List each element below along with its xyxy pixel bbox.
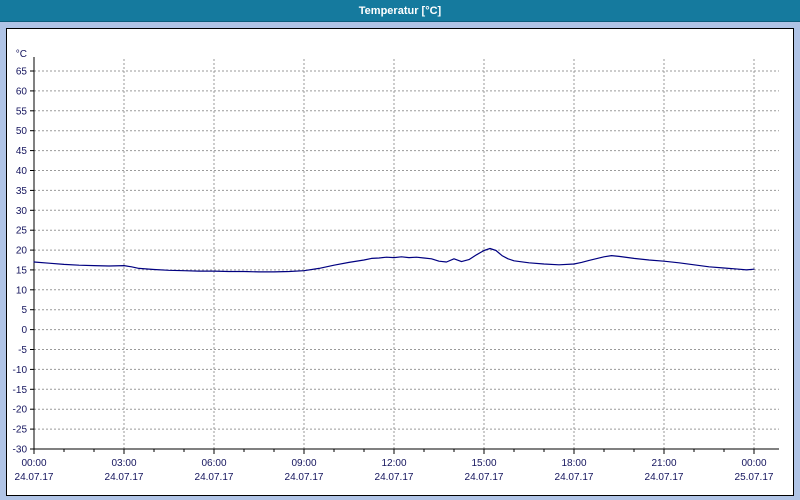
y-tick-label: -10 — [13, 365, 28, 376]
x-time-label: 09:00 — [291, 458, 316, 469]
x-time-label: 18:00 — [561, 458, 586, 469]
x-date-label: 24.07.17 — [555, 472, 594, 483]
x-time-label: 12:00 — [381, 458, 406, 469]
y-tick-label: -25 — [13, 425, 28, 436]
y-tick-label: 0 — [21, 325, 27, 336]
y-tick-label: 35 — [16, 186, 28, 197]
y-tick-label: -15 — [13, 385, 28, 396]
y-tick-label: 40 — [16, 166, 28, 177]
y-tick-label: -30 — [13, 445, 28, 456]
x-date-label: 25.07.17 — [735, 472, 774, 483]
x-date-label: 24.07.17 — [375, 472, 414, 483]
y-tick-label: 45 — [16, 146, 28, 157]
x-date-label: 24.07.17 — [195, 472, 234, 483]
x-time-label: 15:00 — [471, 458, 496, 469]
x-date-label: 24.07.17 — [15, 472, 54, 483]
y-tick-label: 55 — [16, 106, 28, 117]
window-titlebar[interactable]: Temperatur [°C] — [0, 0, 800, 22]
y-tick-label: 20 — [16, 246, 28, 257]
y-tick-label: 15 — [16, 265, 28, 276]
y-tick-label: 5 — [21, 305, 27, 316]
y-tick-label: 65 — [16, 67, 28, 78]
x-time-label: 06:00 — [201, 458, 226, 469]
y-tick-label: 10 — [16, 285, 28, 296]
window-title: Temperatur [°C] — [358, 4, 442, 17]
temperature-line-chart: 65605550454035302520151050-5-10-15-20-25… — [13, 49, 779, 483]
y-axis-unit-label: °C — [16, 49, 27, 60]
x-date-label: 24.07.17 — [105, 472, 144, 483]
x-time-label: 00:00 — [21, 458, 46, 469]
x-time-label: 21:00 — [651, 458, 676, 469]
x-time-label: 00:00 — [741, 458, 766, 469]
x-time-label: 03:00 — [111, 458, 136, 469]
y-tick-label: 50 — [16, 126, 28, 137]
y-tick-label: 25 — [16, 226, 28, 237]
temperature-series-line — [33, 247, 755, 273]
x-date-label: 24.07.17 — [645, 472, 684, 483]
y-tick-label: -5 — [18, 345, 27, 356]
y-tick-label: 30 — [16, 206, 28, 217]
y-tick-label: -20 — [13, 405, 28, 416]
y-tick-label: 60 — [16, 86, 28, 97]
chart-panel: 65 60 55 50 45 40 35 30 25 20 15 10 5 0 -5 -10 -15 -20 -25… — [6, 28, 794, 496]
x-date-label: 24.07.17 — [285, 472, 324, 483]
x-date-label: 24.07.17 — [465, 472, 504, 483]
